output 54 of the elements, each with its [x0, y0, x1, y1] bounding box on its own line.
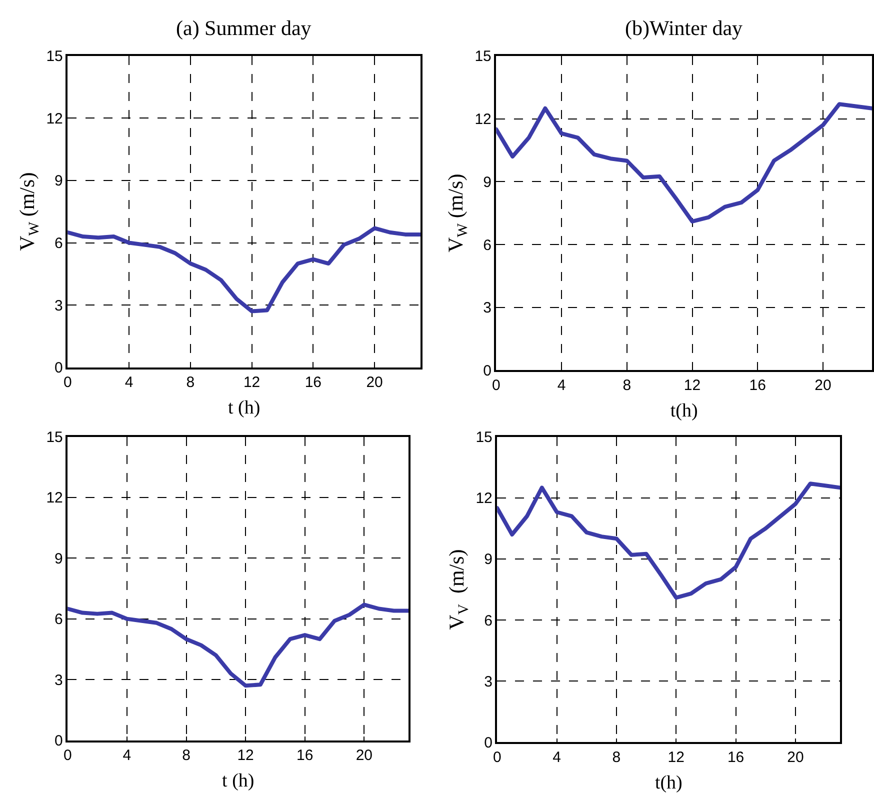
line-series [68, 602, 409, 688]
x-tick-label: 8 [186, 374, 195, 392]
y-tick-label: 3 [484, 673, 492, 690]
y-tick-label: 9 [54, 550, 63, 568]
line-series [497, 482, 840, 600]
x-tick-label: 16 [749, 376, 766, 394]
y-tick-label: 6 [54, 235, 63, 252]
x-axis-title: t (h) [222, 770, 254, 792]
x-tick-label: 8 [622, 376, 632, 394]
x-tick-label: 4 [124, 374, 134, 392]
y-tick-label: 6 [54, 611, 63, 628]
y-tick-label: 9 [483, 174, 492, 191]
y-tick-label: 15 [476, 429, 492, 446]
y-tick-label: 6 [484, 612, 492, 630]
x-tick-label: 4 [122, 747, 132, 764]
line-series [68, 226, 421, 314]
y-tick-label: 3 [54, 297, 63, 314]
y-tick-label: 9 [484, 551, 492, 568]
x-tick-label: 8 [612, 748, 621, 766]
y-tick-label: 0 [54, 732, 63, 750]
x-axis-title: t (h) [228, 397, 260, 418]
chart-title: (b)Winter day [625, 16, 744, 40]
x-tick-label: 20 [787, 748, 804, 766]
x-tick-label: 20 [356, 747, 373, 764]
y-tick-label: 0 [54, 360, 63, 377]
y-tick-label: 3 [483, 300, 492, 317]
line-series [496, 102, 872, 224]
x-tick-label: 4 [557, 376, 566, 394]
x-tick-label: 12 [237, 747, 254, 764]
x-tick-label: 8 [182, 747, 190, 764]
x-tick-label: 20 [366, 374, 383, 392]
y-tick-label: 3 [54, 672, 63, 689]
y-tick-label: 9 [54, 172, 63, 190]
y-tick-label: 0 [483, 362, 492, 380]
x-tick-label: 16 [304, 374, 322, 392]
y-tick-label: 12 [46, 110, 63, 128]
x-tick-label: 20 [814, 376, 832, 394]
y-tick-label: 12 [476, 490, 492, 508]
x-tick-label: 12 [243, 374, 260, 392]
y-tick-label: 0 [484, 734, 492, 752]
y-tick-label: 15 [46, 429, 63, 446]
x-tick-label: 12 [684, 376, 701, 394]
x-tick-label: 16 [296, 747, 314, 764]
y-tick-label: 6 [483, 236, 492, 254]
x-tick-label: 4 [552, 748, 561, 766]
x-tick-label: 16 [727, 748, 744, 766]
y-tick-label: 12 [46, 490, 63, 507]
y-tick-label: 15 [474, 48, 492, 66]
y-tick-label: 15 [46, 48, 63, 66]
y-tick-label: 12 [474, 111, 492, 128]
x-axis-title: t(h) [654, 772, 682, 794]
x-axis-title: t(h) [670, 400, 698, 422]
chart-title: (a) Summer day [176, 16, 312, 40]
x-tick-label: 12 [668, 748, 684, 766]
